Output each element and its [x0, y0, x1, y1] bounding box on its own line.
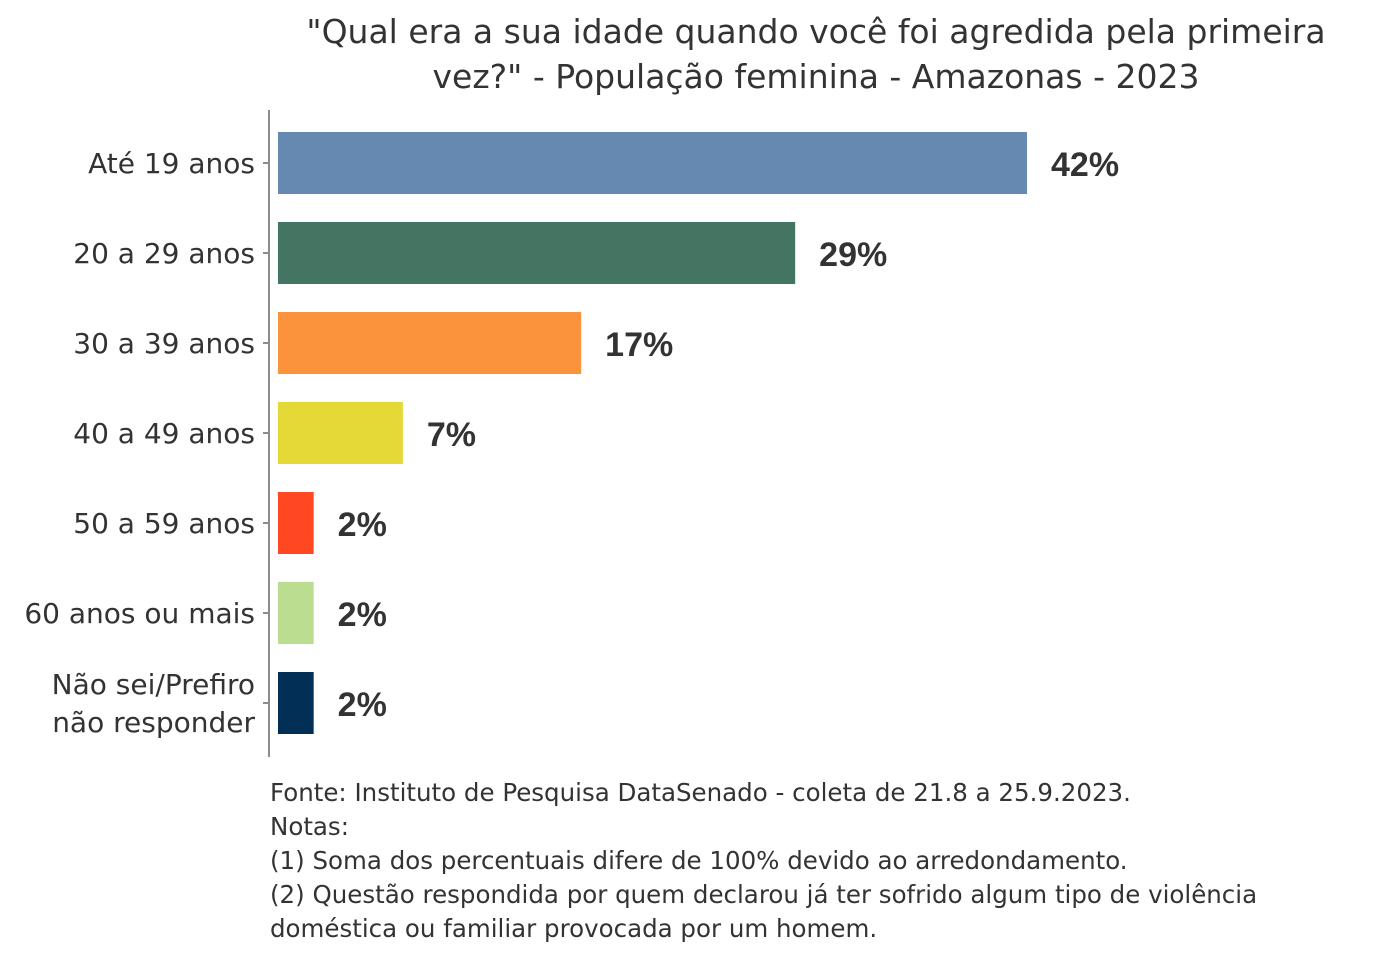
y-tick-label: 60 anos ou mais [24, 597, 255, 630]
bar [278, 132, 1027, 194]
bar [278, 672, 314, 734]
data-labels: 42% 29% 17% 7% 2% 2% 2% [338, 146, 1119, 724]
y-axis-labels: Até 19 anos 20 a 29 anos 30 a 39 anos 40 a … [24, 147, 255, 739]
chart-title-line: vez?" - População feminina - Amazonas - … [433, 57, 1200, 96]
bars [278, 132, 1027, 734]
footnote-note-1: (1) Soma dos percentuais difere de 100% … [270, 846, 1128, 875]
y-tick-label: 20 a 29 anos [73, 237, 255, 270]
footnote-note-2: (2) Questão respondida por quem declarou… [270, 880, 1257, 909]
bar [278, 492, 314, 554]
y-tick-label: 40 a 49 anos [73, 417, 255, 450]
footnotes: Fonte: Instituto de Pesquisa DataSenado … [270, 778, 1257, 943]
y-axis-ticks [263, 162, 269, 704]
y-tick-label: 30 a 39 anos [73, 327, 255, 360]
y-tick-label: 50 a 59 anos [73, 507, 255, 540]
data-label: 7% [427, 416, 476, 454]
y-tick-label: Não sei/Prefiro [52, 668, 255, 701]
data-label: 2% [338, 686, 387, 724]
y-tick-label: não responder [52, 706, 255, 739]
bar [278, 312, 582, 374]
data-label: 2% [338, 506, 387, 544]
bar [278, 222, 796, 284]
bar [278, 402, 403, 464]
data-label: 42% [1051, 146, 1119, 184]
data-label: 2% [338, 596, 387, 634]
footnote-note-2-cont: doméstica ou familiar provocada por um h… [270, 914, 877, 943]
chart-title: "Qual era a sua idade quando você foi ag… [306, 12, 1325, 96]
chart-title-line: "Qual era a sua idade quando você foi ag… [306, 12, 1325, 51]
bar [278, 582, 314, 644]
footnote-source: Fonte: Instituto de Pesquisa DataSenado … [270, 778, 1131, 807]
data-label: 29% [819, 236, 887, 274]
y-tick-label: Até 19 anos [88, 147, 255, 180]
footnote-notes-heading: Notas: [270, 812, 349, 841]
data-label: 17% [605, 326, 673, 364]
